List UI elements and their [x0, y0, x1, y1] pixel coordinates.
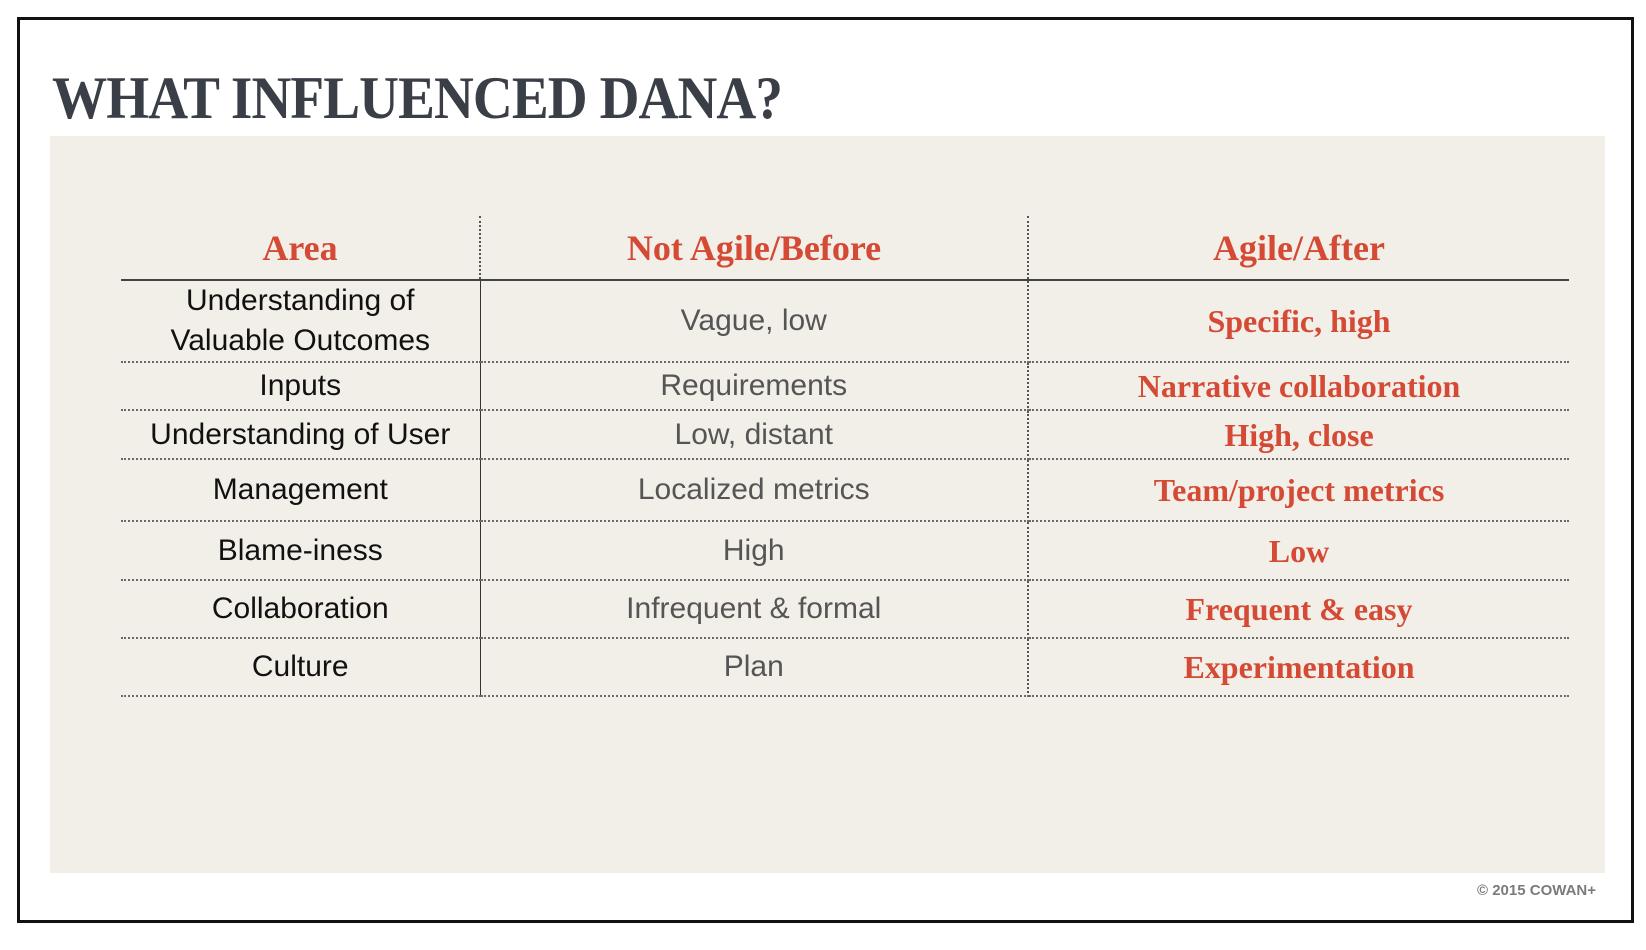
before-cell: High [480, 521, 1029, 581]
table-row: Collaboration Infrequent & formal Freque… [121, 580, 1569, 639]
after-cell: Team/project metrics [1028, 459, 1569, 522]
table-row: Inputs Requirements Narrative collaborat… [121, 362, 1569, 411]
table-row: Understanding of User Low, distant High,… [121, 410, 1569, 460]
before-cell: Requirements [480, 362, 1029, 411]
slide-title: WHAT INFLUENCED DANA? [52, 65, 783, 131]
slide-frame: WHAT INFLUENCED DANA? Area Not Agile/Bef… [17, 17, 1634, 923]
after-cell: Experimentation [1028, 638, 1569, 697]
after-cell: Low [1028, 521, 1569, 581]
column-header-after: Agile/After [1028, 216, 1569, 281]
table-row: Understanding of Valuable Outcomes Vague… [121, 280, 1569, 363]
before-cell: Vague, low [480, 280, 1029, 363]
area-cell: Culture [121, 638, 481, 697]
area-cell: Inputs [121, 362, 481, 411]
area-cell: Understanding of Valuable Outcomes [121, 280, 481, 363]
before-cell: Low, distant [480, 410, 1029, 460]
comparison-table: Area Not Agile/Before Agile/After Unders… [121, 216, 1569, 697]
area-cell: Management [121, 459, 481, 522]
after-cell: Frequent & easy [1028, 580, 1569, 639]
before-cell: Plan [480, 638, 1029, 697]
table-row: Management Localized metrics Team/projec… [121, 459, 1569, 522]
area-cell: Collaboration [121, 580, 481, 639]
column-header-area: Area [121, 216, 481, 281]
column-header-before: Not Agile/Before [480, 216, 1029, 281]
before-cell: Localized metrics [480, 459, 1029, 522]
table-row: Blame-iness High Low [121, 521, 1569, 581]
table-header-row: Area Not Agile/Before Agile/After [121, 216, 1569, 281]
table-row: Culture Plan Experimentation [121, 638, 1569, 697]
before-cell: Infrequent & formal [480, 580, 1029, 639]
area-cell: Understanding of User [121, 410, 481, 460]
content-panel: Area Not Agile/Before Agile/After Unders… [50, 136, 1605, 873]
after-cell: Specific, high [1028, 280, 1569, 363]
copyright-notice: © 2015 COWAN+ [1476, 882, 1596, 899]
after-cell: High, close [1028, 410, 1569, 460]
area-cell: Blame-iness [121, 521, 481, 581]
after-cell: Narrative collaboration [1028, 362, 1569, 411]
